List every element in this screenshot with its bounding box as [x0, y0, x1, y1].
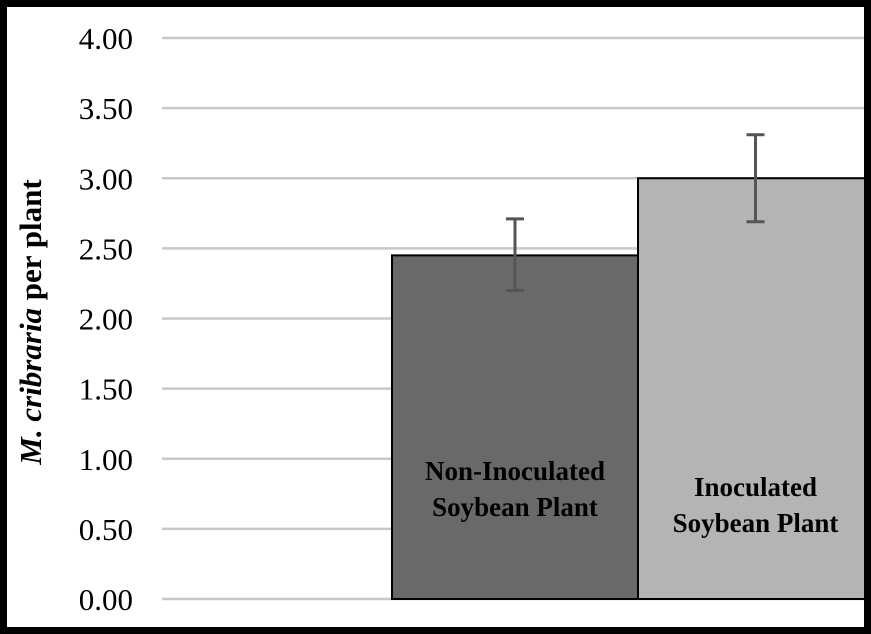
bar-label: Soybean Plant — [432, 492, 598, 522]
bar-chart: 0.00 0.50 1.00 1.50 2.00 2.50 3.00 3.50 4.00 Non… — [13, 21, 864, 617]
y-tick-label: 1.00 — [79, 442, 133, 477]
y-tick-label: 0.00 — [79, 582, 133, 617]
y-tick-label: 3.50 — [79, 91, 133, 126]
bar-label: Soybean Plant — [673, 508, 839, 538]
bar — [637, 177, 864, 600]
bar-label: Non-Inoculated — [425, 456, 605, 486]
y-tick-label: 4.00 — [79, 21, 133, 56]
y-tick-label: 0.50 — [79, 512, 133, 547]
y-tick-label: 2.50 — [79, 231, 133, 266]
bar-label: Inoculated — [694, 472, 817, 502]
y-axis-label-italic: M. cribraria — [13, 308, 48, 466]
bar — [391, 254, 639, 600]
error-bars — [506, 133, 765, 292]
y-axis-label-rest: per plant — [13, 179, 48, 308]
bars — [391, 177, 864, 600]
y-axis-label: M. cribraria per plant — [13, 179, 48, 466]
y-tick-label: 3.00 — [79, 161, 133, 196]
y-tick-labels: 0.00 0.50 1.00 1.50 2.00 2.50 3.00 3.50 4.00 — [79, 21, 133, 617]
y-tick-label: 2.00 — [79, 302, 133, 337]
y-tick-label: 1.50 — [79, 372, 133, 407]
bar-labels: Non-Inoculated Soybean Plant Inoculated Soy… — [425, 456, 838, 538]
